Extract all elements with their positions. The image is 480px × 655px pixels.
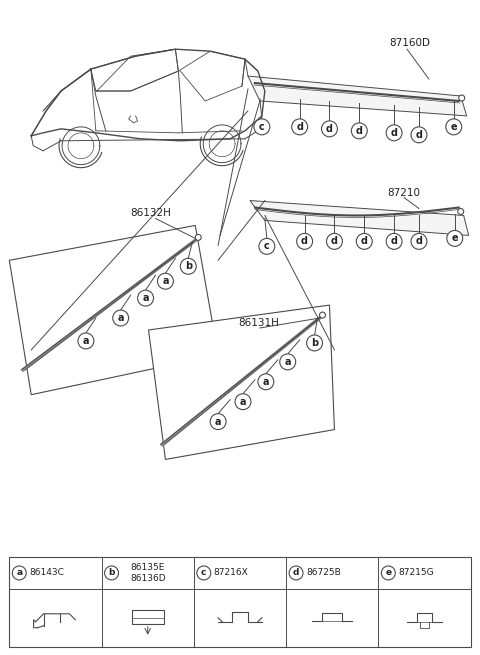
Circle shape	[386, 233, 402, 250]
Circle shape	[458, 208, 464, 214]
Circle shape	[447, 231, 463, 246]
Text: d: d	[416, 130, 422, 140]
Text: 87215G: 87215G	[398, 569, 434, 578]
Text: a: a	[215, 417, 221, 426]
Text: a: a	[285, 357, 291, 367]
Circle shape	[195, 234, 201, 240]
Text: d: d	[361, 236, 368, 246]
Circle shape	[210, 414, 226, 430]
Circle shape	[411, 127, 427, 143]
Circle shape	[289, 566, 303, 580]
Circle shape	[138, 290, 154, 306]
Circle shape	[254, 119, 270, 135]
Circle shape	[356, 233, 372, 250]
Text: b: b	[108, 569, 115, 578]
Text: c: c	[264, 241, 270, 252]
Text: e: e	[450, 122, 457, 132]
Text: d: d	[293, 569, 299, 578]
Circle shape	[351, 123, 367, 139]
Circle shape	[446, 119, 462, 135]
Circle shape	[322, 121, 337, 137]
Circle shape	[105, 566, 119, 580]
Circle shape	[382, 566, 396, 580]
Text: d: d	[331, 236, 338, 246]
Circle shape	[180, 258, 196, 274]
Circle shape	[78, 333, 94, 349]
Text: d: d	[391, 128, 397, 138]
Text: d: d	[416, 236, 422, 246]
Circle shape	[113, 310, 129, 326]
Text: c: c	[259, 122, 265, 132]
Circle shape	[280, 354, 296, 370]
Text: 86132H: 86132H	[131, 208, 171, 219]
Text: a: a	[83, 336, 89, 346]
Bar	[132, 610, 164, 624]
Bar	[9, 557, 471, 646]
Text: d: d	[301, 236, 308, 246]
Polygon shape	[148, 305, 335, 459]
Polygon shape	[9, 225, 218, 395]
Text: 86135E: 86135E	[131, 563, 165, 572]
Text: 86725B: 86725B	[306, 569, 341, 578]
Polygon shape	[250, 200, 468, 235]
Circle shape	[411, 233, 427, 250]
Polygon shape	[248, 76, 467, 116]
Text: d: d	[326, 124, 333, 134]
Circle shape	[259, 238, 275, 254]
Circle shape	[459, 95, 465, 101]
Text: 87216X: 87216X	[214, 569, 249, 578]
Text: b: b	[311, 338, 318, 348]
Text: a: a	[142, 293, 149, 303]
Circle shape	[297, 233, 312, 250]
Text: d: d	[296, 122, 303, 132]
Text: a: a	[263, 377, 269, 386]
Circle shape	[157, 273, 173, 289]
Text: a: a	[240, 397, 246, 407]
Text: b: b	[185, 261, 192, 271]
Text: d: d	[391, 236, 397, 246]
Text: e: e	[451, 233, 458, 244]
Text: 87160D: 87160D	[389, 38, 430, 48]
Circle shape	[12, 566, 26, 580]
Circle shape	[292, 119, 308, 135]
Text: a: a	[118, 313, 124, 323]
Text: 86131H: 86131H	[238, 318, 279, 328]
Text: c: c	[201, 569, 206, 578]
Text: a: a	[162, 276, 168, 286]
Circle shape	[326, 233, 342, 250]
Text: 86143C: 86143C	[29, 569, 64, 578]
Text: d: d	[356, 126, 363, 136]
Circle shape	[258, 374, 274, 390]
Text: e: e	[385, 569, 391, 578]
Circle shape	[320, 312, 325, 318]
Circle shape	[307, 335, 323, 351]
Text: 87210: 87210	[387, 187, 420, 198]
Circle shape	[235, 394, 251, 409]
Text: a: a	[16, 569, 23, 578]
Text: 86136D: 86136D	[130, 574, 166, 584]
Circle shape	[197, 566, 211, 580]
Circle shape	[386, 125, 402, 141]
